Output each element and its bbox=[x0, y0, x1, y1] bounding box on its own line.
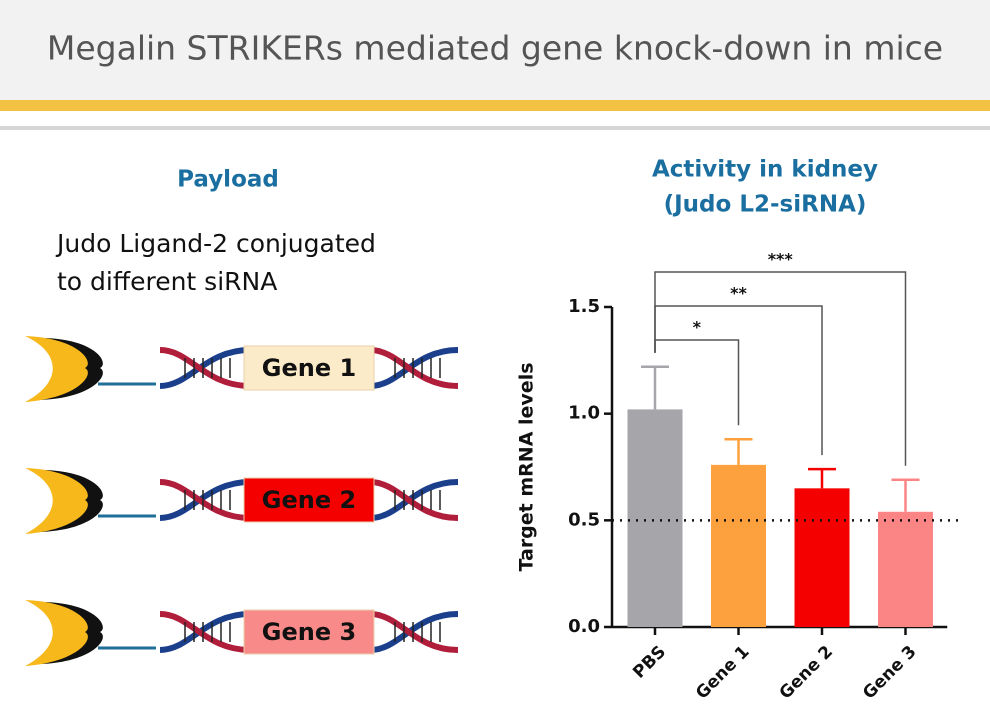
payload-description: to different siRNA bbox=[57, 267, 277, 296]
x-tick-label: Gene 3 bbox=[859, 642, 920, 703]
gene-label: Gene 2 bbox=[262, 486, 356, 514]
significance-label: * bbox=[693, 318, 702, 337]
chart-title: Activity in kidney bbox=[652, 157, 878, 183]
y-tick-label: 1.5 bbox=[568, 296, 600, 317]
header-band bbox=[0, 100, 990, 111]
significance-label: ** bbox=[730, 284, 747, 303]
chart: Activity in kidney (Judo L2-siRNA) Target … bbox=[516, 157, 958, 703]
dna-red bbox=[159, 611, 251, 653]
x-tick-label: PBS bbox=[629, 642, 670, 683]
dna-red bbox=[159, 479, 251, 521]
dna-red bbox=[369, 479, 459, 521]
conjugate: Gene 2 bbox=[25, 468, 459, 534]
significance-bracket bbox=[654, 271, 907, 466]
gene-box bbox=[243, 345, 375, 391]
gene-label: Gene 1 bbox=[262, 354, 356, 382]
payload-heading: Payload bbox=[177, 167, 279, 193]
dna-red bbox=[369, 347, 459, 389]
chart-title: (Judo L2-siRNA) bbox=[664, 192, 867, 218]
conjugate: Gene 3 bbox=[25, 600, 459, 666]
conjugate: Gene 1 bbox=[25, 336, 459, 402]
bar bbox=[794, 488, 850, 627]
payload-description: Judo Ligand-2 conjugated bbox=[55, 229, 376, 258]
ligand-yellow bbox=[25, 468, 88, 534]
ligand-yellow bbox=[25, 600, 88, 666]
slide-title: Megalin STRIKERs mediated gene knock-dow… bbox=[47, 29, 943, 68]
significance-label: *** bbox=[768, 250, 794, 269]
header-rule bbox=[0, 126, 990, 130]
x-tick-label: Gene 1 bbox=[692, 642, 753, 703]
bar bbox=[878, 511, 933, 627]
dna-red bbox=[159, 347, 251, 389]
y-tick-label: 0.0 bbox=[568, 616, 600, 637]
ligand-yellow bbox=[25, 336, 88, 402]
header-bg bbox=[0, 0, 990, 100]
y-tick-label: 0.5 bbox=[568, 509, 600, 530]
bar bbox=[627, 409, 683, 627]
gene-label: Gene 3 bbox=[262, 618, 356, 646]
bar bbox=[711, 464, 766, 627]
x-tick-label: Gene 2 bbox=[776, 642, 837, 703]
gene-box bbox=[243, 477, 375, 523]
dna-red bbox=[369, 611, 459, 653]
gene-box bbox=[243, 609, 375, 655]
y-axis-label: Target mRNA levels bbox=[516, 362, 538, 571]
y-tick-label: 1.0 bbox=[568, 403, 600, 424]
